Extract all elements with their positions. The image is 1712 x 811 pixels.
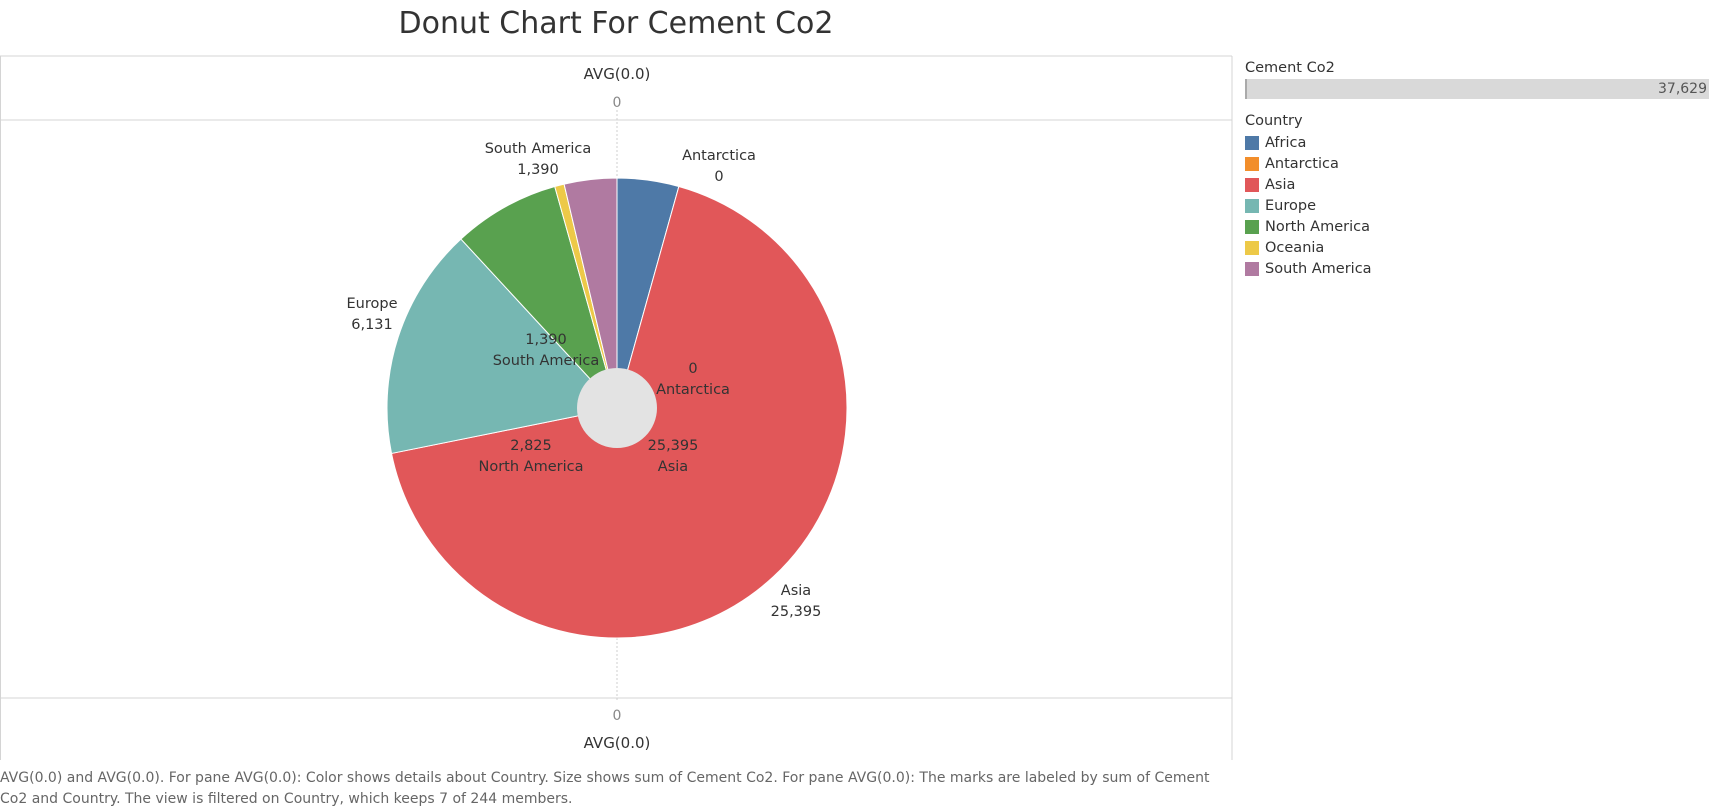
legend-panel: Cement Co2 37,629 Country Africa Antarcti…	[1245, 60, 1710, 279]
svg-text:South America: South America	[493, 353, 600, 369]
legend-label: Africa	[1265, 134, 1307, 151]
legend-item-oceania[interactable]: Oceania	[1245, 237, 1710, 258]
legend-label: Antarctica	[1265, 155, 1339, 172]
pie-slice-north-america[interactable]	[460, 185, 618, 409]
pie-slice-europe[interactable]	[386, 238, 618, 455]
legend-label: North America	[1265, 218, 1370, 235]
legend-label: Asia	[1265, 176, 1296, 193]
svg-text:Europe: Europe	[347, 296, 398, 312]
legend-swatch	[1245, 261, 1259, 276]
bottom-axis-title: AVG(0.0)	[584, 734, 651, 752]
svg-text:South America: South America	[485, 141, 592, 157]
donut-chart: AVG(0.0) 0 0 AVG(0.0) Antarctica 0 Asia …	[0, 55, 1233, 760]
svg-text:Asia: Asia	[781, 583, 811, 599]
svg-text:North America: North America	[479, 459, 584, 475]
legend-swatch	[1245, 219, 1259, 234]
legend-item-asia[interactable]: Asia	[1245, 174, 1710, 195]
legend-item-north-america[interactable]: North America	[1245, 216, 1710, 237]
size-legend-max: 37,629	[1658, 81, 1707, 97]
legend-swatch	[1245, 198, 1259, 213]
legend-swatch	[1245, 240, 1259, 255]
svg-text:2,825: 2,825	[510, 438, 552, 454]
legend-swatch	[1245, 156, 1259, 171]
svg-text:Antarctica: Antarctica	[682, 148, 756, 164]
donut-hole	[577, 368, 657, 448]
bottom-axis-tick: 0	[613, 708, 622, 724]
inner-label-north-america: 2,825 North America	[479, 438, 584, 475]
svg-text:0: 0	[714, 169, 723, 185]
legend-swatch	[1245, 135, 1259, 150]
legend-label: South America	[1265, 260, 1372, 277]
legend-item-south-america[interactable]: South America	[1245, 258, 1710, 279]
svg-text:Antarctica: Antarctica	[656, 382, 730, 398]
chart-title: Donut Chart For Cement Co2	[398, 6, 834, 41]
color-legend-list: Africa Antarctica Asia Europe North America O…	[1245, 132, 1710, 279]
legend-label: Europe	[1265, 197, 1316, 214]
inner-label-antarctica: 0 Antarctica	[656, 361, 730, 398]
inner-label-asia: 25,395 Asia	[648, 438, 699, 475]
svg-text:25,395: 25,395	[648, 438, 699, 454]
outer-label-south-america: South America 1,390	[485, 141, 592, 178]
top-axis-tick: 0	[613, 95, 622, 111]
legend-item-africa[interactable]: Africa	[1245, 132, 1710, 153]
svg-text:25,395: 25,395	[771, 604, 822, 620]
pie-slice-south-america[interactable]	[563, 177, 618, 409]
svg-text:1,390: 1,390	[517, 162, 559, 178]
legend-item-europe[interactable]: Europe	[1245, 195, 1710, 216]
color-legend-title: Country	[1245, 113, 1303, 129]
svg-text:1,390: 1,390	[525, 332, 567, 348]
svg-text:0: 0	[688, 361, 697, 377]
outer-label-europe: Europe 6,131	[347, 296, 398, 333]
legend-label: Oceania	[1265, 239, 1325, 256]
svg-text:Asia: Asia	[658, 459, 688, 475]
outer-label-antarctica: Antarctica 0	[682, 148, 756, 185]
outer-label-asia: Asia 25,395	[771, 583, 822, 620]
inner-label-south-america: 1,390 South America	[493, 332, 600, 369]
size-legend-bar: 37,629	[1245, 79, 1709, 99]
legend-item-antarctica[interactable]: Antarctica	[1245, 153, 1710, 174]
pie-slices	[386, 177, 848, 639]
legend-swatch	[1245, 177, 1259, 192]
size-legend-title: Cement Co2	[1245, 60, 1335, 76]
chart-caption: AVG(0.0) and AVG(0.0). For pane AVG(0.0)…	[0, 770, 1210, 807]
top-axis-title: AVG(0.0)	[584, 65, 651, 83]
svg-text:6,131: 6,131	[351, 317, 393, 333]
